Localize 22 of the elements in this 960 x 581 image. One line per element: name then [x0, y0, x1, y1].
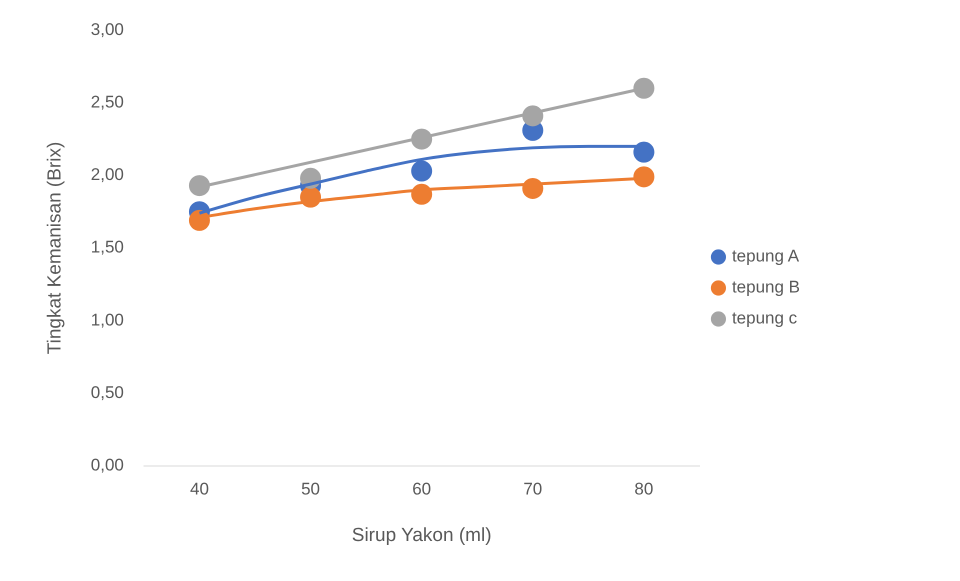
x-axis-title: Sirup Yakon (ml): [352, 524, 492, 546]
legend-label: tepung c: [732, 308, 798, 328]
x-tick-label: 70: [523, 480, 542, 499]
x-tick-label: 40: [190, 480, 209, 499]
y-tick-label: 0,50: [90, 382, 124, 402]
y-tick-label: 3,00: [90, 20, 124, 39]
point: [633, 142, 654, 163]
point: [633, 78, 654, 99]
y-tick-label: 0,00: [90, 455, 124, 474]
y-tick-label: 2,50: [90, 92, 124, 112]
x-tick-label: 60: [412, 480, 432, 499]
legend-label: tepung A: [732, 246, 800, 266]
point: [633, 166, 654, 188]
point: [188, 175, 210, 196]
legend-label: tepung B: [732, 278, 800, 297]
x-tick-label: 80: [634, 480, 654, 499]
y-tick-label: 1,50: [90, 238, 124, 257]
y-tick-label: 2,00: [90, 165, 124, 184]
point: [411, 160, 432, 182]
x-tick-label: 50: [301, 480, 320, 499]
y-axis-title: Tingkat Kemanisan (Brix): [44, 142, 66, 354]
y-tick-label: 1,00: [90, 310, 124, 330]
